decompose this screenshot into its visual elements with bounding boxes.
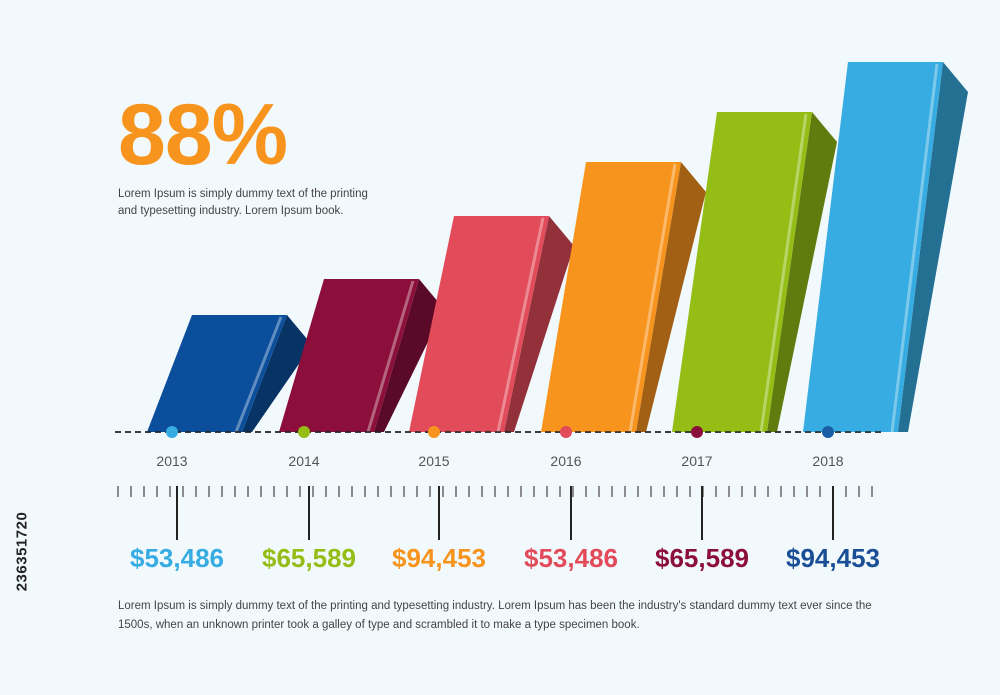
bar-side-2017 <box>767 112 837 432</box>
value-label-2016: $53,486 <box>524 543 618 573</box>
value-label-2014: $65,589 <box>262 543 356 573</box>
timeline-dot-2014 <box>298 426 310 438</box>
bar-highlight-2014 <box>366 280 415 433</box>
bar-side-2016 <box>636 162 706 432</box>
bar-2015 <box>409 216 549 432</box>
bar-highlight-2015 <box>496 217 545 433</box>
bar-2014 <box>279 279 419 432</box>
bar-2018 <box>803 62 943 432</box>
headline-percent: 88% <box>118 87 288 183</box>
timeline-dot-2015 <box>428 426 440 438</box>
value-label-2015: $94,453 <box>392 543 486 573</box>
bar-2016 <box>541 162 681 432</box>
year-label-2017: 2017 <box>681 453 712 469</box>
timeline-dot-2018 <box>822 426 834 438</box>
value-label-2013: $53,486 <box>130 543 224 573</box>
year-label-2016: 2016 <box>550 453 581 469</box>
timeline-dot-2017 <box>691 426 703 438</box>
headline-description: Lorem Ipsum is simply dummy text of the … <box>118 188 368 217</box>
bar-side-2014 <box>374 279 444 432</box>
bar-side-2015 <box>504 216 574 432</box>
value-label-2018: $94,453 <box>786 543 880 573</box>
bar-side-2013 <box>242 315 312 432</box>
bar-side-2018 <box>898 62 968 432</box>
timeline-dot-2016 <box>560 426 572 438</box>
value-label-2017: $65,589 <box>655 543 749 573</box>
year-label-2014: 2014 <box>288 453 319 469</box>
year-label-2015: 2015 <box>418 453 449 469</box>
bar-2017 <box>672 112 812 432</box>
bar-highlight-2018 <box>890 63 939 433</box>
year-label-2018: 2018 <box>812 453 843 469</box>
bar-highlight-2017 <box>759 113 808 433</box>
timeline-dot-2013 <box>166 426 178 438</box>
bar-2013 <box>147 315 287 432</box>
bar-highlight-2013 <box>234 316 283 433</box>
side-image-id: 236351720 <box>13 511 31 592</box>
footer-description: Lorem Ipsum is simply dummy text of the … <box>118 600 872 631</box>
year-label-2013: 2013 <box>156 453 187 469</box>
bar-highlight-2016 <box>628 163 677 433</box>
